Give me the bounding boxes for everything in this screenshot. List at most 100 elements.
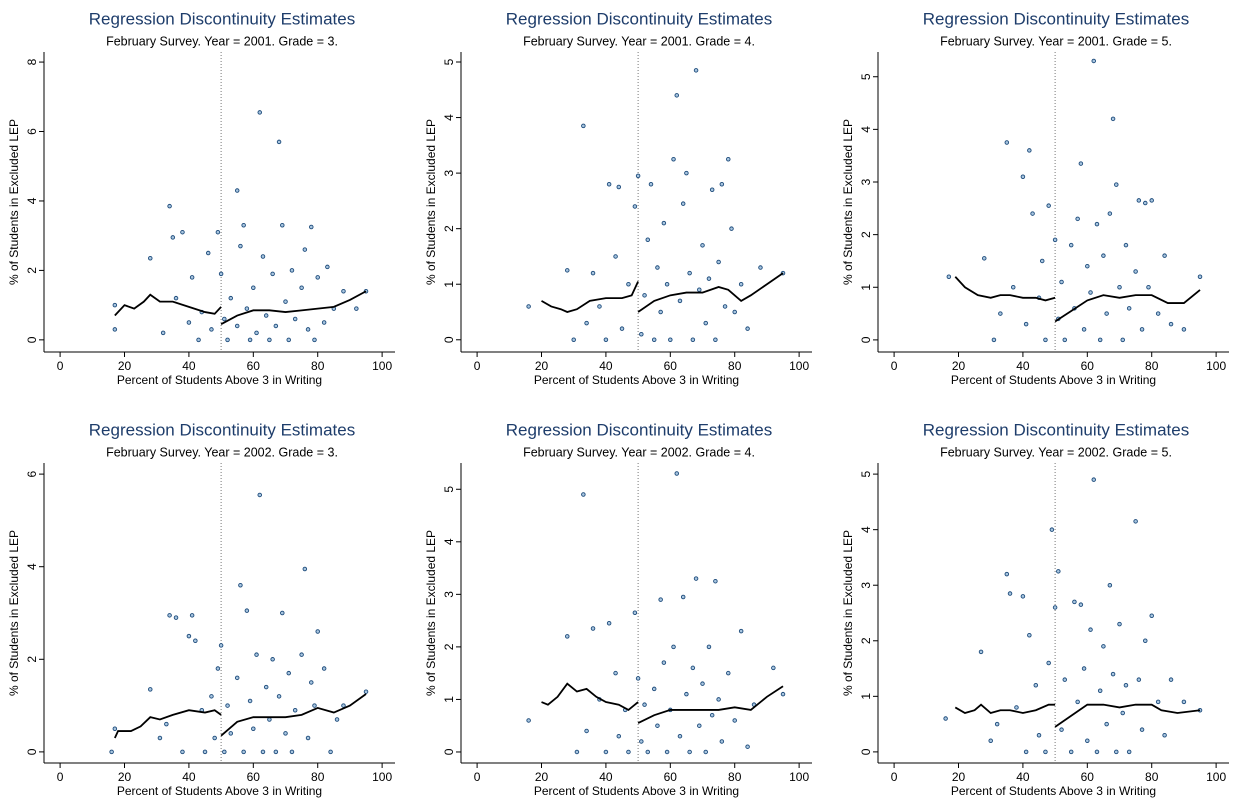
data-point <box>241 223 246 228</box>
data-point <box>648 181 654 187</box>
data-point <box>212 735 217 741</box>
y-tick-label: 1 <box>859 284 873 291</box>
panel-subtitle: February Survey. Year = 2001. Grade = 5. <box>940 34 1172 48</box>
data-point <box>603 749 609 755</box>
data-point <box>978 649 984 655</box>
fit-line <box>637 272 784 313</box>
y-tick-label: 3 <box>859 582 873 589</box>
data-point <box>1114 749 1119 755</box>
data-point <box>1139 327 1145 332</box>
data-point <box>674 471 680 476</box>
data-point <box>180 229 185 235</box>
data-point <box>651 686 657 692</box>
fit-line <box>114 293 222 317</box>
data-point <box>276 694 282 699</box>
data-point <box>1168 321 1174 327</box>
data-point <box>280 223 285 228</box>
x-tick-label: 60 <box>247 770 261 784</box>
data-point <box>257 110 263 115</box>
x-tick-label: 80 <box>1145 770 1159 784</box>
data-point <box>1149 198 1154 203</box>
data-point <box>1036 732 1042 738</box>
data-point <box>700 243 705 248</box>
data-point <box>321 320 327 325</box>
data-point <box>1020 594 1026 599</box>
data-point <box>1085 263 1090 269</box>
y-tick-label: 3 <box>442 591 456 598</box>
data-point <box>167 613 172 618</box>
data-point <box>218 643 224 648</box>
data-point <box>1075 699 1080 705</box>
data-point <box>1085 738 1090 744</box>
data-point <box>726 156 731 162</box>
data-point <box>713 337 718 343</box>
x-axis-label: Percent of Students Above 3 in Writing <box>951 784 1156 798</box>
data-point <box>247 337 253 343</box>
data-point <box>270 657 275 662</box>
data-point <box>1004 571 1010 577</box>
data-point <box>668 337 673 343</box>
data-point <box>1120 710 1125 716</box>
data-point <box>706 276 712 281</box>
x-tick-label: 100 <box>372 359 392 373</box>
data-point <box>1120 337 1125 343</box>
data-point <box>218 271 224 277</box>
data-point <box>771 665 776 671</box>
data-point <box>758 265 763 270</box>
data-point <box>1078 161 1084 166</box>
data-point <box>946 274 952 279</box>
data-point <box>160 330 166 336</box>
data-point <box>251 285 256 291</box>
data-point <box>651 337 657 343</box>
y-tick-label: 0 <box>859 336 873 343</box>
data-point <box>1155 699 1161 705</box>
data-point <box>289 268 295 273</box>
data-point <box>1088 290 1093 295</box>
data-point <box>729 226 734 231</box>
y-tick-label: 5 <box>442 58 456 65</box>
panel-subtitle: February Survey. Year = 2002. Grade = 3. <box>106 445 338 459</box>
y-tick-label: 2 <box>25 267 39 274</box>
data-point <box>716 259 721 265</box>
data-point <box>1072 599 1077 605</box>
data-point <box>257 492 263 498</box>
data-point <box>680 201 686 206</box>
panel-title: Regression Discontinuity Estimates <box>506 420 772 439</box>
data-point <box>590 270 596 276</box>
data-point <box>1097 688 1103 694</box>
panel-title: Regression Discontinuity Estimates <box>923 420 1189 439</box>
data-point <box>247 698 253 704</box>
data-point <box>354 306 359 311</box>
data-point <box>635 676 641 681</box>
y-tick-label: 0 <box>25 336 39 343</box>
data-point <box>655 265 660 270</box>
data-point <box>289 749 295 755</box>
data-point <box>626 749 631 755</box>
data-point <box>238 582 243 588</box>
data-point <box>260 254 266 259</box>
data-point <box>645 237 651 243</box>
data-point <box>1149 613 1154 619</box>
data-point <box>606 181 612 187</box>
data-point <box>1043 749 1048 755</box>
data-point <box>1197 274 1203 279</box>
data-point <box>189 613 195 618</box>
data-point <box>286 337 291 343</box>
data-point <box>302 247 308 252</box>
data-point <box>982 256 987 261</box>
data-point <box>1091 477 1097 482</box>
data-point <box>677 733 683 739</box>
data-point <box>1078 602 1084 607</box>
data-point <box>1059 279 1064 285</box>
data-point <box>671 644 676 650</box>
data-point <box>565 634 570 639</box>
data-point <box>260 749 266 755</box>
data-point <box>526 718 531 723</box>
x-tick-label: 20 <box>952 359 966 373</box>
x-tick-label: 0 <box>57 359 64 373</box>
data-point <box>709 712 715 718</box>
data-point <box>613 670 618 676</box>
data-point <box>270 271 275 277</box>
x-tick-label: 60 <box>1081 770 1095 784</box>
data-point <box>1107 211 1113 216</box>
